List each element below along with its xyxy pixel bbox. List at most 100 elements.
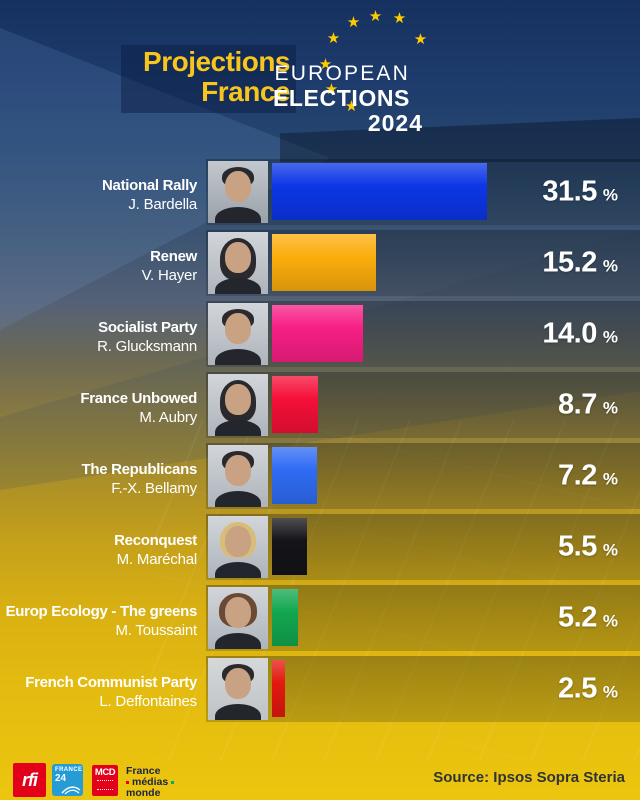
result-bar <box>272 518 307 575</box>
row-labels: Socialist Party R. Glucksmann <box>0 318 197 356</box>
percent-sign: % <box>602 398 618 418</box>
photo-silhouette-head <box>225 242 251 273</box>
photo-silhouette-head <box>225 313 251 344</box>
photo-silhouette-head <box>225 455 251 486</box>
result-row: France Unbowed M. Aubry 8.7 % <box>0 372 640 438</box>
photo-silhouette-head <box>225 668 251 699</box>
result-bar <box>272 305 363 362</box>
eu-logo-line1: EUROPEAN <box>274 62 410 85</box>
photo-silhouette-head <box>225 597 251 628</box>
candidate-photo <box>208 516 268 578</box>
page-title: Projections France <box>0 47 290 107</box>
photo-silhouette-head <box>225 171 251 202</box>
party-name: Europ Ecology - The greens <box>5 603 198 620</box>
result-value: 5.5 % <box>558 531 618 564</box>
photo-silhouette-body <box>215 491 261 507</box>
photo-silhouette-body <box>215 278 261 294</box>
eu-star-icon <box>326 31 341 46</box>
fmm-line2: médias <box>132 776 169 788</box>
row-labels: National Rally J. Bardella <box>0 176 197 214</box>
percent-sign: % <box>602 185 618 205</box>
party-name: Reconquest <box>114 532 197 549</box>
france24-logo-number: 24 <box>55 773 67 784</box>
photo-silhouette-body <box>215 562 261 578</box>
france-medias-monde-logo: France médias monde <box>126 765 175 799</box>
result-bar <box>272 376 318 433</box>
eu-logo-line2: ELECTIONS <box>272 85 410 111</box>
row-labels: Renew V. Hayer <box>0 247 198 285</box>
source-credit: Source: Ipsos Sopra Steria <box>433 769 625 786</box>
result-value: 2.5 % <box>558 673 618 706</box>
candidate-photo <box>208 587 268 649</box>
result-bar <box>272 589 298 646</box>
photo-silhouette-body <box>215 704 261 720</box>
mcd-logo-text: MCD <box>94 767 116 778</box>
result-row: French Communist Party L. Deffontaines 2… <box>0 656 640 722</box>
eu-star-icon <box>392 11 407 26</box>
result-row: National Rally J. Bardella 31.5 % <box>0 159 640 225</box>
result-value: 31.5 % <box>542 176 618 209</box>
candidate-photo <box>208 303 268 365</box>
eu-logo-text: EUROPEAN ELECTIONS 2024 <box>223 62 423 136</box>
party-name: Renew <box>150 248 197 265</box>
party-name: France Unbowed <box>80 390 197 407</box>
page-title-line2: France <box>201 76 290 107</box>
result-value: 14.0 % <box>542 318 618 351</box>
candidate-name: R. Glucksmann <box>97 338 197 355</box>
eu-star-icon <box>346 15 361 30</box>
photo-silhouette-body <box>215 207 261 223</box>
result-bar <box>272 660 285 717</box>
eu-logo-line3: 2024 <box>367 110 423 136</box>
result-row: The Republicans F.-X. Bellamy 7.2 % <box>0 443 640 509</box>
percent-sign: % <box>602 611 618 631</box>
rfi-logo-text: rfi <box>22 769 38 790</box>
eu-star-icon <box>413 32 428 47</box>
row-labels: Europ Ecology - The greens M. Toussaint <box>0 602 198 640</box>
mcd-logo: MCD <box>92 765 118 796</box>
party-name: National Rally <box>102 177 197 194</box>
france24-wave-icon <box>61 786 81 795</box>
result-value: 8.7 % <box>558 389 618 422</box>
result-number: 2.5 <box>558 672 597 705</box>
candidate-photo <box>208 445 268 507</box>
result-value: 5.2 % <box>558 602 618 635</box>
percent-sign: % <box>602 327 618 347</box>
photo-silhouette-head <box>225 384 251 415</box>
mcd-arabic-text-icon <box>97 780 113 790</box>
photo-silhouette-body <box>215 420 261 436</box>
candidate-photo <box>208 232 268 294</box>
percent-sign: % <box>602 682 618 702</box>
page-title-line1: Projections <box>143 46 290 77</box>
photo-silhouette-head <box>225 526 251 557</box>
row-labels: Reconquest M. Maréchal <box>0 531 197 569</box>
rfi-logo: rfi <box>13 763 46 797</box>
candidate-photo <box>208 374 268 436</box>
party-name: Socialist Party <box>98 319 197 336</box>
candidate-name: L. Deffontaines <box>99 693 197 710</box>
candidate-name: V. Hayer <box>141 267 198 284</box>
party-name: French Communist Party <box>25 674 197 691</box>
result-value: 7.2 % <box>558 460 618 493</box>
row-labels: France Unbowed M. Aubry <box>0 389 197 427</box>
fmm-green-dot-icon <box>171 781 175 784</box>
result-number: 14.0 <box>542 317 597 350</box>
candidate-name: M. Maréchal <box>116 551 198 568</box>
result-number: 5.2 <box>558 601 597 634</box>
result-value: 15.2 % <box>542 247 618 280</box>
fmm-line1: France <box>126 765 161 777</box>
row-labels: The Republicans F.-X. Bellamy <box>0 460 197 498</box>
percent-sign: % <box>602 469 618 489</box>
title-backdrop <box>121 45 296 113</box>
candidate-photo <box>208 658 268 720</box>
result-row: Reconquest M. Maréchal 5.5 % <box>0 514 640 580</box>
result-number: 8.7 <box>558 388 597 421</box>
result-number: 7.2 <box>558 459 597 492</box>
france24-logo-text: FRANCE <box>55 767 83 773</box>
fmm-red-dot-icon <box>126 781 129 784</box>
eu-elections-logo: EUROPEAN ELECTIONS 2024 <box>273 8 540 138</box>
result-row: Renew V. Hayer 15.2 % <box>0 230 640 296</box>
percent-sign: % <box>602 256 618 276</box>
result-bar <box>272 234 376 291</box>
candidate-photo <box>208 161 268 223</box>
